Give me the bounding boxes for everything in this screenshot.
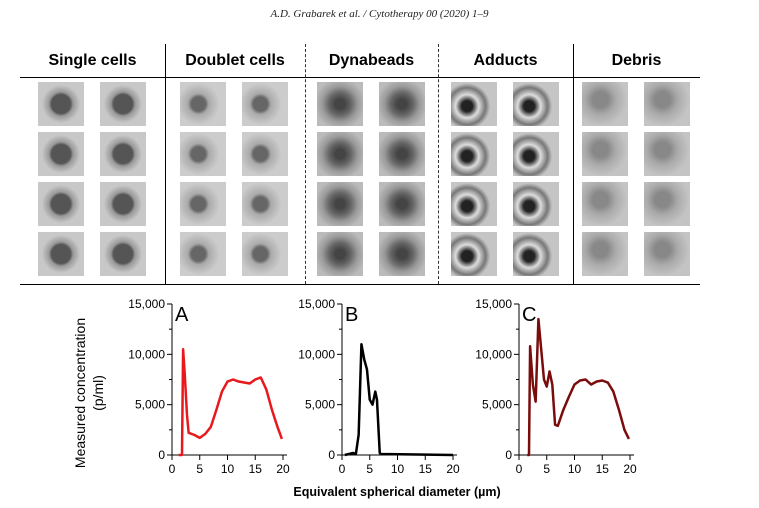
- series-line-C: [527, 317, 631, 457]
- y-tick-label: 0: [328, 448, 335, 462]
- cell-image: [316, 232, 363, 276]
- column-title: Adducts: [473, 52, 538, 69]
- x-tick-label: 10: [391, 462, 405, 476]
- x-tick-label: 0: [169, 462, 176, 476]
- cell-image: [37, 182, 84, 226]
- y-tick-label: 10,000: [475, 347, 512, 361]
- cell-image: [37, 82, 84, 126]
- x-tick-label: 20: [446, 462, 460, 476]
- x-tick-label: 15: [249, 462, 263, 476]
- cell-image: [643, 82, 690, 126]
- cell-image: [99, 132, 146, 176]
- cell-image: [99, 182, 146, 226]
- cell-image: [450, 82, 497, 126]
- cell-image: [643, 182, 690, 226]
- x-tick-label: 20: [623, 462, 637, 476]
- y-tick-label: 0: [158, 448, 165, 462]
- x-tick-label: 15: [596, 462, 610, 476]
- y-tick-label: 5,000: [482, 398, 512, 412]
- cell-image: [99, 232, 146, 276]
- column-title: Single cells: [48, 52, 137, 69]
- y-axis-label-unit: (p/ml): [90, 375, 106, 411]
- cell-image: [581, 82, 628, 126]
- cell-image: [643, 232, 690, 276]
- cell-image: [512, 182, 559, 226]
- cell-image: [512, 132, 559, 176]
- cell-image: [450, 132, 497, 176]
- cell-image: [581, 182, 628, 226]
- column-divider: [305, 44, 306, 284]
- x-tick-label: 10: [568, 462, 582, 476]
- column-single-cells: Single cells: [20, 44, 165, 284]
- y-tick-label: 0: [505, 448, 512, 462]
- cell-image: [643, 132, 690, 176]
- y-tick-label: 15,000: [128, 297, 165, 311]
- cell-image: [242, 132, 288, 176]
- cell-image: [378, 232, 425, 276]
- cell-image: [378, 82, 425, 126]
- panel-label: B: [345, 304, 358, 326]
- cell-image: [378, 132, 425, 176]
- cell-image: [316, 132, 363, 176]
- column-divider: [438, 44, 439, 284]
- x-tick-label: 20: [276, 462, 290, 476]
- cell-image: [180, 232, 226, 276]
- column-divider: [573, 44, 574, 284]
- cell-image: [581, 232, 628, 276]
- series-line-B: [344, 343, 454, 457]
- cell-image: [450, 232, 497, 276]
- y-tick-label: 15,000: [298, 297, 335, 311]
- y-tick-label: 10,000: [128, 347, 165, 361]
- cell-image: [37, 132, 84, 176]
- cell-image: [316, 182, 363, 226]
- column-dynabeads: Dynabeads: [305, 44, 438, 284]
- cell-image: [450, 182, 497, 226]
- column-adducts: Adducts: [438, 44, 573, 284]
- x-tick-label: 5: [196, 462, 203, 476]
- cell-image: [316, 82, 363, 126]
- y-tick-label: 5,000: [135, 398, 165, 412]
- y-tick-label: 15,000: [475, 297, 512, 311]
- x-tick-label: 0: [516, 462, 523, 476]
- cell-image: [378, 182, 425, 226]
- panel-label: A: [175, 304, 189, 326]
- header-divider: [20, 77, 700, 78]
- cell-image: [180, 82, 226, 126]
- x-axis-label: Equivalent spherical diameter (µm): [293, 485, 500, 499]
- column-title: Dynabeads: [328, 52, 415, 69]
- y-tick-label: 5,000: [305, 398, 335, 412]
- y-tick-label: 10,000: [298, 347, 335, 361]
- cell-image: [242, 232, 288, 276]
- cell-image: [512, 82, 559, 126]
- x-tick-label: 0: [339, 462, 346, 476]
- cell-image: [180, 132, 226, 176]
- cell-image: [37, 232, 84, 276]
- x-tick-label: 5: [543, 462, 550, 476]
- cell-image: [512, 232, 559, 276]
- cell-image: [180, 182, 226, 226]
- series-line-A: [178, 348, 284, 457]
- panel-label: C: [522, 304, 536, 326]
- x-tick-label: 10: [221, 462, 235, 476]
- cell-image: [242, 82, 288, 126]
- cell-image: [242, 182, 288, 226]
- column-divider: [165, 44, 166, 284]
- column-doublet-cells: Doublet cells: [165, 44, 305, 284]
- journal-header: A.D. Grabarek et al. / Cytotherapy 00 (2…: [270, 8, 489, 20]
- y-axis-label: Measured concentration: [72, 318, 88, 468]
- column-title: Doublet cells: [185, 52, 285, 69]
- x-tick-label: 5: [366, 462, 373, 476]
- cell-image: [99, 82, 146, 126]
- cell-image-grid: Single cells Doublet cells Dynabeads Adduct…: [20, 44, 700, 285]
- column-title: Debris: [611, 52, 662, 69]
- column-debris: Debris: [573, 44, 700, 284]
- x-tick-label: 15: [419, 462, 433, 476]
- cell-image: [581, 132, 628, 176]
